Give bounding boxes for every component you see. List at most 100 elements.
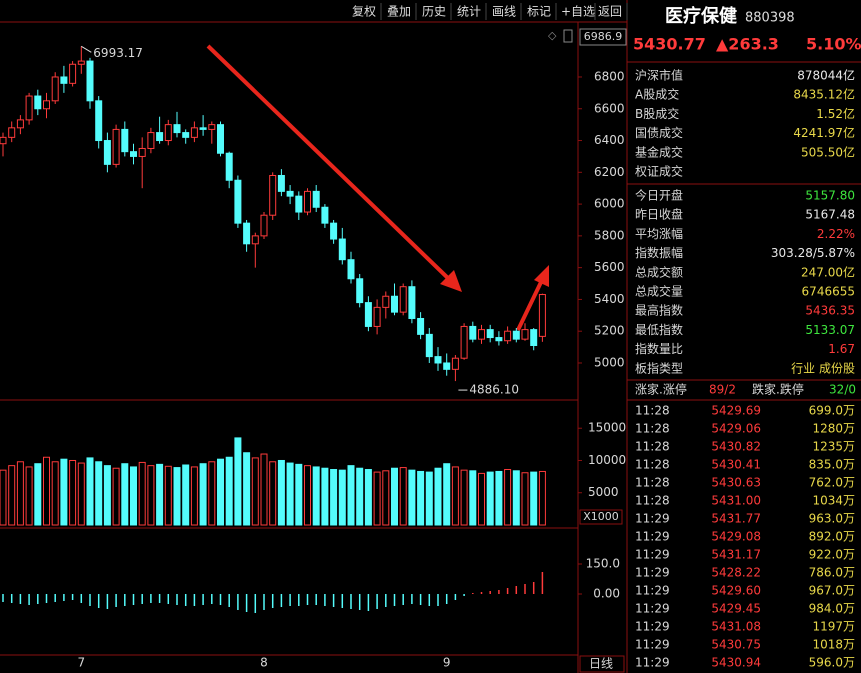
stat-label: 最高指数 <box>635 303 683 318</box>
toolbar-button[interactable]: 返回 <box>598 5 622 19</box>
index-name: 医疗保健 <box>665 5 737 27</box>
volume-bar <box>269 461 277 526</box>
volume-bar <box>16 461 24 526</box>
stat-label: 国债成交 <box>635 125 683 140</box>
trade-price: 5431.08 <box>711 620 761 634</box>
candle-body <box>60 76 68 84</box>
candle-body <box>43 100 50 110</box>
volume-bar <box>312 466 320 526</box>
unit-box <box>579 509 623 525</box>
stat-value: 5133.07 <box>805 323 855 337</box>
max-pointer <box>81 45 92 53</box>
candle-body <box>190 127 198 138</box>
candle-body <box>295 195 303 213</box>
volume-bar <box>34 463 42 526</box>
y-tick-label: 15000 <box>588 421 626 435</box>
candle-body <box>312 190 320 208</box>
trade-time: 11:28 <box>635 422 670 436</box>
trade-price: 5430.63 <box>711 476 761 490</box>
stat-value: 4241.97亿 <box>793 125 855 140</box>
volume-bar <box>147 465 155 526</box>
stat-value: 6746655 <box>802 285 855 299</box>
candle-body <box>451 357 459 370</box>
candle-body <box>364 302 372 327</box>
trade-volume: 1197万 <box>812 620 855 634</box>
candle-body <box>225 152 233 181</box>
x-tick-label: 7 <box>77 656 85 670</box>
stat-value: 5157.80 <box>805 189 855 203</box>
volume-bar <box>434 467 442 526</box>
toolbar-button[interactable]: 叠加 <box>387 5 411 19</box>
y-tick-label: 10000 <box>588 453 626 467</box>
trade-time: 11:29 <box>635 584 670 598</box>
candle-body <box>495 337 503 342</box>
trade-volume: 835.0万 <box>809 458 855 472</box>
toolbar-button[interactable]: +自选 <box>561 5 595 19</box>
candle-body <box>434 356 442 364</box>
trade-volume: 596.0万 <box>809 656 855 670</box>
y-tick-label: 0.00 <box>593 587 620 601</box>
y-tick-label: 6600 <box>594 101 625 115</box>
unit-label: X1000 <box>583 510 619 523</box>
box-icon[interactable] <box>563 29 573 43</box>
stat-value: 8435.12亿 <box>793 87 855 102</box>
period-label[interactable]: 日线 <box>589 657 613 671</box>
candle-body <box>330 222 338 240</box>
volume-bar <box>225 456 233 526</box>
candle-body <box>469 325 477 340</box>
candle-body <box>347 259 355 280</box>
volume-bar <box>130 466 137 526</box>
candle-body <box>460 325 468 359</box>
toolbar-button[interactable]: 统计 <box>457 5 481 19</box>
candle-body <box>103 140 111 165</box>
min-label: 4886.10 <box>469 383 519 397</box>
trade-time: 11:28 <box>635 458 670 472</box>
trend-arrow <box>516 277 545 331</box>
volume-bar <box>243 452 251 526</box>
candle-body <box>269 174 277 216</box>
candle-body <box>504 330 512 342</box>
candle-body <box>408 286 416 319</box>
volume-bar <box>399 467 407 526</box>
toolbar-button[interactable]: 历史 <box>422 5 446 19</box>
volume-bar <box>495 470 503 526</box>
candle-body <box>399 286 407 313</box>
candle-body <box>243 222 251 245</box>
volume-bar <box>217 458 224 526</box>
candle-body <box>234 179 242 224</box>
candle-body <box>156 132 164 142</box>
volume-bar <box>112 467 120 526</box>
candle-body <box>0 136 7 145</box>
x-tick-label: 8 <box>260 656 268 670</box>
trade-volume: 1034万 <box>812 494 855 508</box>
candle-body <box>77 60 85 65</box>
volume-bar <box>408 469 416 526</box>
trade-volume: 1280万 <box>812 422 855 436</box>
candle-body <box>538 294 546 337</box>
toolbar-button[interactable]: 标记 <box>527 5 551 19</box>
volume-bar <box>60 458 68 526</box>
volume-bar <box>25 466 33 526</box>
trade-price: 5431.77 <box>711 512 761 526</box>
y-tick-label: 6800 <box>594 69 625 83</box>
volume-bar <box>277 459 285 526</box>
stat-value: 303.28/5.87% <box>771 246 855 260</box>
diamond-icon[interactable]: ◇ <box>548 29 557 42</box>
trade-price: 5429.06 <box>711 422 761 436</box>
candle-body <box>16 119 24 129</box>
candle-body <box>86 60 94 102</box>
volume-bar <box>43 456 50 526</box>
candle-body <box>478 329 485 340</box>
period-box[interactable] <box>579 655 625 673</box>
candle-body <box>277 174 285 192</box>
toolbar-button[interactable]: 复权 <box>352 5 376 19</box>
y-tick-label: 150.0 <box>586 557 620 571</box>
trade-volume: 967.0万 <box>809 584 855 598</box>
volume-bar <box>469 470 477 526</box>
candle-body <box>217 124 224 154</box>
toolbar-button[interactable]: 画线 <box>492 5 516 19</box>
volume-bar <box>391 467 398 526</box>
candle-body <box>138 147 146 157</box>
